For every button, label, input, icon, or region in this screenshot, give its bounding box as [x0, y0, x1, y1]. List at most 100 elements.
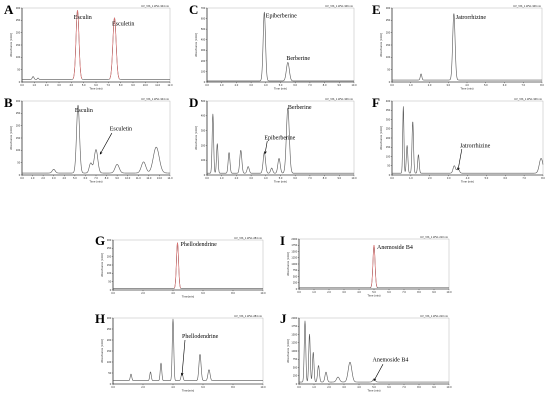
- peak-label: Phellodendrine: [182, 334, 219, 340]
- peak-label: Anemoside B4: [377, 245, 413, 251]
- peak-arrow: [264, 140, 268, 154]
- y-tick-label: 300: [386, 117, 391, 121]
- x-tick-label: 6.0: [503, 83, 507, 87]
- y-tick-label: 200: [201, 143, 206, 147]
- x-tick-label: 2.0: [235, 83, 239, 87]
- y-tick-label: 200: [386, 31, 391, 35]
- x-tick-label: 0.0: [297, 385, 301, 389]
- arrow-head: [99, 151, 103, 155]
- plot-frame: [112, 317, 264, 385]
- y-tick-label: 750: [293, 357, 298, 361]
- x-tick-label: 7.0: [522, 176, 526, 180]
- x-axis-label: Time (min): [274, 180, 287, 184]
- chart-header: UV_VIS_1 WVL:344 nm: [141, 97, 169, 101]
- y-tick-label: 100: [107, 271, 112, 275]
- x-tick-label: 10.0: [260, 291, 266, 295]
- chromatogram-trace: [112, 242, 264, 289]
- x-tick-label: 5.0: [484, 83, 488, 87]
- x-tick-label: 0.0: [390, 176, 394, 180]
- plot-frame: [391, 100, 544, 176]
- y-axis-label: Absorbance [mAU]: [379, 126, 383, 150]
- chart-header: UV_VIS_1 WVL:284 nm: [234, 236, 262, 240]
- x-tick-label: 3.0: [249, 83, 253, 87]
- peak-label: Berberine: [288, 105, 312, 111]
- y-tick-label: 100: [386, 55, 391, 59]
- y-tick-label: 250: [16, 18, 21, 22]
- y-tick-label: 250: [293, 374, 298, 378]
- x-tick-label: 6.0: [293, 176, 297, 180]
- x-tick-label: 11.0: [136, 176, 141, 180]
- x-tick-label: 7.0: [308, 176, 312, 180]
- y-tick-label: 1000: [291, 349, 297, 353]
- y-tick-label: 2000: [291, 237, 297, 241]
- x-tick-label: 1.0: [409, 176, 413, 180]
- x-tick-label: 1.0: [220, 83, 224, 87]
- x-tick-label: 9.0: [337, 83, 341, 87]
- chart-header: UV_VIS_1 WVL:344 nm: [141, 4, 169, 8]
- x-tick-label: 7.0: [308, 83, 312, 87]
- y-tick-label: 150: [16, 43, 21, 47]
- y-tick-label: 250: [107, 246, 112, 250]
- panel-letter: E: [372, 2, 381, 17]
- y-tick-label: 500: [293, 274, 298, 278]
- y-tick-label: 0: [389, 80, 391, 84]
- panel-letter: F: [372, 95, 380, 110]
- x-tick-label: 10.0: [260, 385, 266, 389]
- x-tick-label: 8.0: [323, 176, 327, 180]
- x-tick-label: 9.0: [115, 176, 119, 180]
- panel-letter: C: [189, 2, 198, 17]
- arrow-head: [264, 151, 267, 155]
- x-axis-label: Time (min): [89, 87, 102, 91]
- x-tick-label: 10.0: [351, 83, 357, 87]
- x-tick-label: 1.0: [312, 385, 316, 389]
- y-axis-label: Absorbance [mAU]: [9, 33, 13, 57]
- chromatogram-trace: [21, 10, 171, 80]
- y-axis-label: Absorbance [mAU]: [100, 339, 104, 363]
- x-tick-label: 5.0: [82, 83, 86, 87]
- y-tick-label: 0: [204, 173, 206, 177]
- y-tick-label: 0: [19, 80, 21, 84]
- x-tick-label: 14.0: [167, 176, 173, 180]
- x-tick-label: 4.0: [264, 83, 268, 87]
- chart-panel-f: F UV_VIS_1 WVL:346 nm 0.0 1.0 2.0 3.0 4.0 5.0 6.…: [372, 95, 545, 184]
- y-tick-label: 200: [16, 124, 21, 128]
- x-tick-label: 8.0: [323, 83, 327, 87]
- y-tick-label: 0: [110, 382, 112, 386]
- x-tick-label: 0.0: [205, 83, 209, 87]
- x-tick-label: 4.0: [466, 176, 470, 180]
- x-tick-label: 11.0: [155, 83, 160, 87]
- y-tick-label: 2000: [291, 316, 297, 320]
- y-tick-label: 1750: [291, 324, 297, 328]
- x-axis-label: Time (min): [367, 294, 380, 298]
- x-tick-label: 0.0: [111, 385, 115, 389]
- y-tick-label: 0: [110, 288, 112, 292]
- x-tick-label: 6.0: [387, 385, 391, 389]
- peak-label: Jatrorrhizine: [460, 143, 491, 149]
- y-tick-label: 1750: [291, 243, 297, 247]
- panel-letter: G: [95, 233, 105, 248]
- chromatogram-trace: [112, 318, 264, 381]
- y-axis-label: Absorbance [mAU]: [286, 252, 290, 276]
- chart-panel-d: D UV_VIS_1 WVL:346 nm 0.0 1.0 2.0 3.0 4.0 5.0 6.…: [189, 95, 357, 184]
- y-tick-label: 250: [107, 327, 112, 331]
- y-tick-label: 150: [107, 349, 112, 353]
- x-tick-label: 5.0: [485, 176, 489, 180]
- chromatogram-trace: [206, 11, 355, 82]
- panel-letter: I: [280, 233, 285, 248]
- chart-panel-a: A UV_VIS_1 WVL:344 nm 0.0 1.0 2.0 3.0 4.0 5.0 6.…: [4, 2, 173, 91]
- peak-anemoside-b4: [370, 244, 378, 288]
- x-tick-label: 1.0: [33, 83, 37, 87]
- x-tick-label: 1.0: [312, 290, 316, 294]
- chromatogram-trace: [21, 104, 171, 174]
- x-tick-label: 2.0: [428, 176, 432, 180]
- chromatogram-trace: [206, 107, 355, 174]
- x-axis-label: Time (min): [89, 180, 102, 184]
- panel-letter: A: [4, 2, 14, 17]
- y-tick-label: 150: [16, 136, 21, 140]
- y-tick-label: 300: [201, 129, 206, 133]
- chart-panel-i: I UV_VIS_1 WVL:210 nm 0.0 1.0 2.0 3.0 4.0 5.0 6.…: [280, 233, 452, 298]
- y-tick-label: 200: [107, 255, 112, 259]
- chromatogram-trace: [298, 244, 450, 289]
- x-tick-label: 3.0: [249, 176, 253, 180]
- x-tick-label: 6.0: [94, 83, 98, 87]
